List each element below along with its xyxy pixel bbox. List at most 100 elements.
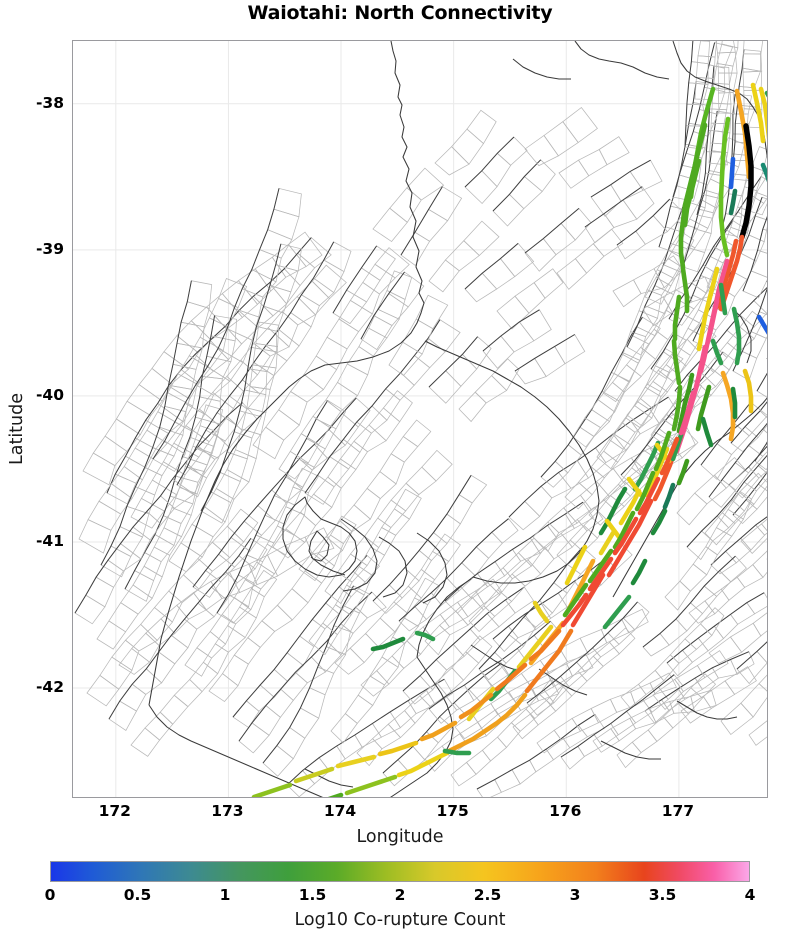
fault-section-cell	[590, 184, 622, 217]
fault-section-cell	[130, 727, 161, 757]
colored-fault-trace	[293, 766, 335, 784]
colored-fault-trace	[528, 628, 562, 662]
fault-section-cell	[344, 694, 374, 724]
fault-section-cell	[463, 220, 500, 257]
fault-section-cell	[281, 295, 316, 326]
fault-section-cell	[132, 565, 163, 599]
fault-section-belt	[658, 80, 713, 255]
fault-surface-trace	[492, 159, 542, 212]
fault-section-belt	[642, 555, 747, 657]
fault-section-belt	[492, 159, 556, 227]
fault-section-cell	[337, 363, 369, 397]
fault-section-cell	[353, 424, 387, 453]
fault-section-cell	[752, 612, 767, 637]
fault-section-cell	[695, 55, 716, 79]
fault-section-belt	[324, 449, 453, 605]
fault-section-belt	[616, 673, 717, 769]
x-tick-label: 174	[323, 802, 357, 820]
fault-section-cell	[291, 570, 323, 604]
fault-section-cell	[202, 643, 229, 675]
coastline	[416, 532, 448, 604]
fault-section-cell	[625, 346, 657, 378]
fault-section-cell	[353, 487, 381, 520]
fault-section-cell	[766, 550, 767, 552]
fault-surface-trace	[514, 334, 575, 372]
fault-section-belt	[304, 319, 461, 505]
fault-section-cell	[304, 552, 335, 584]
fault-section-belt	[720, 674, 767, 736]
coastline	[416, 578, 472, 658]
fault-section-cell	[164, 421, 194, 455]
colored-fault-trace	[344, 774, 398, 796]
fault-section-cell	[317, 534, 344, 567]
colorbar[interactable]	[50, 861, 750, 882]
fault-section-cell	[405, 466, 437, 496]
colored-fault-trace	[335, 754, 377, 769]
fault-section-cell	[756, 373, 767, 398]
colored-fault-trace	[730, 386, 738, 420]
fault-section-cell	[238, 722, 270, 754]
fault-surface-trace	[152, 188, 280, 460]
fault-section-cell	[261, 604, 293, 632]
colored-fault-trace	[739, 123, 754, 240]
colored-fault-trace	[632, 440, 661, 492]
fault-section-cell	[635, 215, 668, 245]
fault-section-cell	[616, 230, 646, 260]
fault-section-cell	[760, 518, 767, 532]
fault-section-cell	[494, 634, 525, 664]
fault-section-belt	[332, 245, 396, 325]
fault-section-cell	[577, 713, 605, 738]
fault-section-cell	[629, 159, 663, 191]
coastline	[308, 530, 330, 562]
colored-fault-trace	[671, 338, 682, 386]
fault-section-cell	[741, 331, 767, 359]
fault-section-cell	[691, 41, 711, 65]
map-plot-area[interactable]	[72, 40, 768, 798]
fault-section-cell	[647, 716, 674, 742]
fault-section-cell	[379, 453, 405, 485]
fault-section-cell	[119, 526, 151, 560]
colored-fault-trace	[602, 594, 632, 630]
colorbar-tick-label: 0	[44, 886, 56, 904]
fault-section-cell	[533, 268, 564, 299]
fault-section-cell	[276, 588, 309, 621]
fault-section-cell	[168, 574, 200, 604]
fault-section-belt	[590, 159, 663, 217]
fault-section-cell	[457, 590, 485, 618]
fault-section-belt	[756, 372, 767, 398]
fault-section-cell	[500, 321, 535, 353]
fault-section-cell	[697, 625, 725, 652]
fault-section-cell	[189, 661, 219, 693]
fault-section-cell	[215, 469, 250, 500]
fault-section-belt	[666, 592, 767, 677]
fault-section-cell	[255, 321, 280, 348]
fault-section-belt	[86, 508, 259, 707]
fault-surface-trace	[192, 397, 357, 588]
fault-section-belt	[398, 518, 519, 632]
fault-section-cell	[556, 258, 588, 290]
colorbar-tick-label: 2	[394, 886, 406, 904]
fault-section-cell	[265, 409, 300, 441]
fault-section-cell	[330, 713, 358, 744]
fault-section-cell	[464, 170, 498, 205]
fault-section-cell	[311, 602, 340, 630]
x-tick-label: 177	[661, 802, 695, 820]
fault-section-cell	[481, 736, 508, 762]
fault-section-belt	[450, 677, 564, 787]
fault-section-belt	[130, 569, 278, 757]
colored-fault-trace	[680, 266, 690, 314]
fault-section-belt	[478, 546, 597, 681]
x-tick-label: 172	[98, 802, 131, 820]
colored-fault-trace	[414, 630, 436, 642]
fault-section-belt	[748, 153, 767, 216]
fault-surface-trace	[700, 401, 752, 466]
fault-section-belt	[106, 237, 332, 505]
colored-fault-trace	[678, 122, 708, 270]
coastline	[538, 668, 588, 696]
fault-section-cell	[217, 328, 253, 364]
coastline	[378, 536, 408, 598]
fault-section-cell	[263, 285, 292, 314]
fault-section-cell	[115, 400, 152, 436]
fault-section-belt	[514, 333, 586, 385]
